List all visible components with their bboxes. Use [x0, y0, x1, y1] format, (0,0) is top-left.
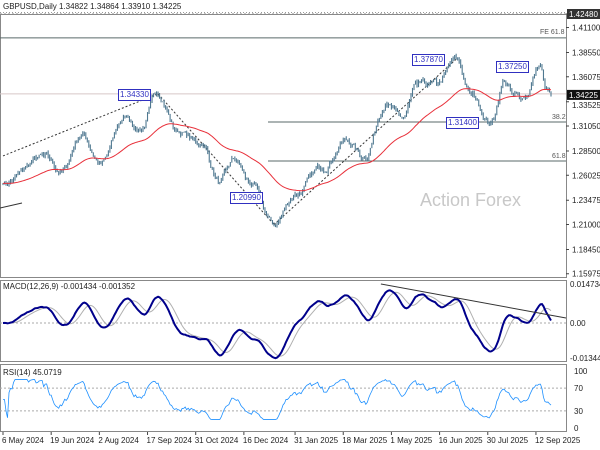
rsi-title: RSI(14) 45.0719: [3, 368, 62, 377]
x-tick-label: 17 Sep 2024: [147, 436, 193, 445]
macd-pane: [0, 280, 567, 362]
trendline-down-2024: [157, 93, 275, 225]
rsi-tick-label: 100: [574, 367, 588, 376]
x-tick-label: 31 Jan 2025: [294, 436, 339, 445]
y-tick-label: 1.18450: [572, 245, 600, 254]
y-tick-label: 1.26025: [572, 171, 600, 180]
level-38-2: 38.2: [552, 114, 566, 121]
macd-line: [2, 289, 552, 360]
y-tick-label: 1.36075: [572, 73, 600, 82]
y-tick-label: 1.28500: [572, 147, 600, 156]
price-pane: [0, 14, 567, 278]
current-price-label: 1.34225: [569, 91, 598, 100]
x-tick-label: 2 Aug 2024: [98, 436, 139, 445]
x-tick-label: 31 Oct 2024: [195, 436, 239, 445]
annotation-low-jan-2025: 1.20990: [230, 192, 263, 204]
annotation-high-jul-2025: 1.37870: [412, 54, 445, 66]
rsi-tick-label: 70: [574, 384, 583, 393]
x-tick-label: 16 Jun 2025: [439, 436, 484, 445]
trendline-up-2024: [2, 93, 159, 157]
y-tick-label: 1.23475: [572, 196, 600, 205]
annotation-low-aug-2025: 1.31400: [446, 117, 479, 129]
macd-tick-label: -0.013442: [570, 354, 600, 363]
x-tick-label: 6 May 2024: [2, 436, 44, 445]
x-tick-label: 30 Jul 2025: [487, 436, 529, 445]
x-tick-label: 12 Sep 2025: [535, 436, 581, 445]
symbol-header: GBPUSD,Daily 1.34822 1.34864 1.33910 1.3…: [3, 2, 182, 11]
x-tick-label: 19 Jun 2024: [50, 436, 95, 445]
rsi-tick-label: 0: [574, 424, 579, 433]
x-tick-label: 1 May 2025: [390, 436, 432, 445]
current-price-box: [567, 89, 600, 100]
y-tick-label: 1.21000: [572, 221, 600, 230]
x-tick-label: 16 Dec 2024: [243, 436, 289, 445]
macd-tick-label: 0.014734: [570, 280, 600, 289]
macd-tick-label: 0.00: [570, 319, 586, 328]
y-tick-label: 1.38550: [572, 49, 600, 58]
level-fe-61-8: FE 61.8: [540, 29, 565, 36]
y-tick-label: 1.31050: [572, 122, 600, 131]
annotation-high-sep-2024: 1.34330: [118, 89, 151, 101]
level-61-8: 61.8: [552, 153, 566, 160]
x-tick-label: 18 Mar 2025: [342, 436, 387, 445]
y-tick-label: 1.33525: [572, 101, 600, 110]
top-level-price-label: 1.42480: [569, 10, 598, 19]
watermark: Action Forex: [420, 190, 522, 210]
trendline-stub: [0, 202, 23, 209]
annotation-high-sep-2025: 1.37250: [496, 61, 529, 73]
rsi-line: [3, 379, 552, 420]
macd-title: MACD(12,26,9) -0.001434 -0.001352: [3, 282, 136, 291]
macd-trendline: [380, 283, 567, 319]
rsi-tick-label: 30: [574, 407, 583, 416]
y-tick-label: 1.15975: [572, 270, 600, 279]
y-tick-label: 1.41100: [572, 24, 600, 33]
rsi-pane: [0, 364, 567, 432]
top-level-price-box: [567, 9, 600, 19]
moving-average-line: [2, 88, 552, 192]
